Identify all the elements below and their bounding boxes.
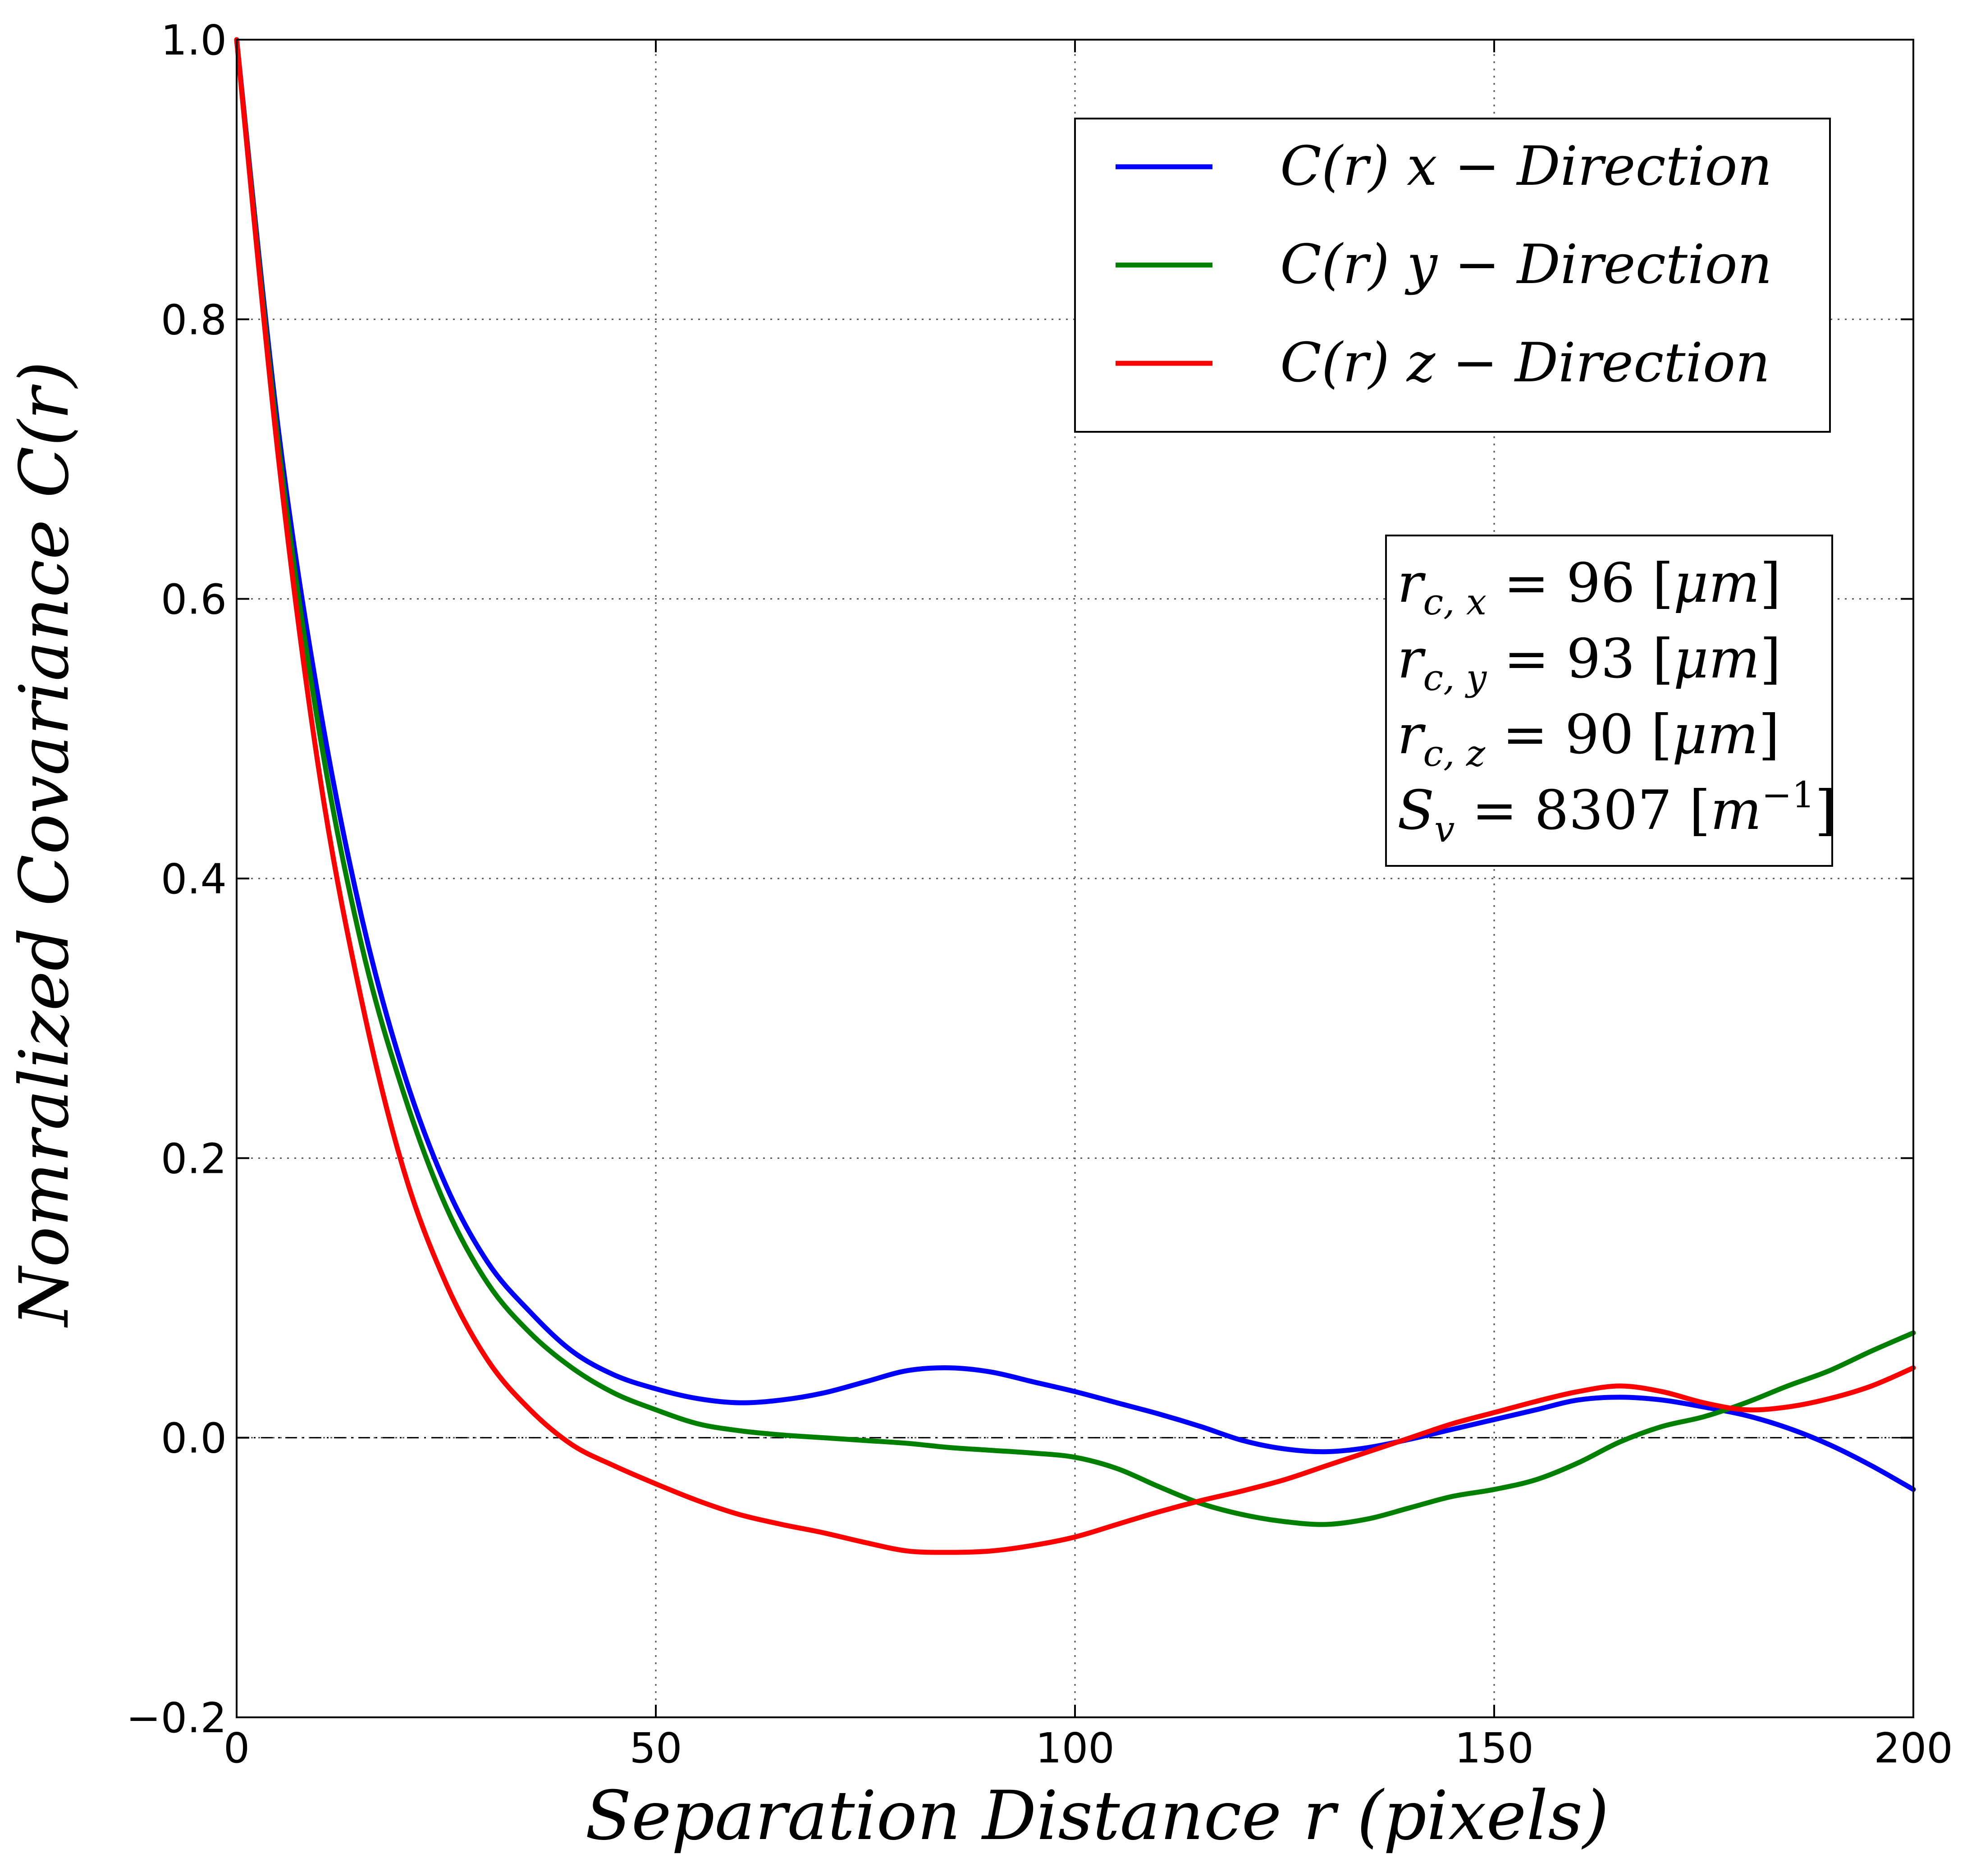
series-x-direction — [234, 37, 1916, 1492]
x-tick-label: 200 — [1874, 1724, 1953, 1772]
y-tick-label: 0.6 — [161, 576, 227, 624]
annotation-line: rc, y = 93 [μm] — [1397, 628, 1781, 699]
x-tick-label: 0 — [224, 1724, 250, 1772]
annotation-line: Sv = 8307 [m−1] — [1397, 774, 1836, 850]
y-tick-label: 0.8 — [161, 296, 227, 344]
x-tick-labels: 0 50 100 150 200 — [224, 1724, 1953, 1772]
x-tick-label: 100 — [1035, 1724, 1115, 1772]
legend-label: C(r) z − Direction — [1280, 332, 1770, 394]
y-tick-label: 0.4 — [161, 855, 227, 903]
annotation-box: rc, x = 96 [μm]rc, y = 93 [μm]rc, z = 90… — [1385, 535, 1836, 867]
tick-marks — [236, 39, 1914, 1718]
annotation-line: rc, x = 96 [μm] — [1397, 552, 1781, 623]
y-tick-label: −0.2 — [126, 1694, 227, 1742]
x-tick-label: 150 — [1455, 1724, 1534, 1772]
y-tick-labels: −0.2 0.0 0.2 0.4 0.6 0.8 1.0 — [126, 16, 227, 1742]
x-axis-label: Separation Distance r (pixels) — [585, 1777, 1609, 1855]
legend-box — [1074, 118, 1831, 433]
x-tick-label: 50 — [629, 1724, 682, 1772]
y-tick-label: 0.2 — [161, 1135, 227, 1183]
y-tick-label: 0.0 — [161, 1414, 227, 1463]
annotation-line: rc, z = 90 [μm] — [1397, 704, 1779, 774]
series-layer — [234, 37, 1916, 1555]
legend-entries: C(r) x − Direction C(r) y − Direction C(r)… — [1116, 135, 1772, 394]
legend: C(r) x − Direction C(r) y − Direction C(r)… — [1074, 118, 1831, 433]
y-axis-label: Nomralized Covariance C(r) — [5, 361, 84, 1327]
legend-label: C(r) y − Direction — [1280, 233, 1772, 296]
series-z-direction — [234, 37, 1916, 1555]
y-tick-label: 1.0 — [161, 16, 227, 64]
legend-label: C(r) x − Direction — [1280, 135, 1772, 198]
annotation-lines: rc, x = 96 [μm]rc, y = 93 [μm]rc, z = 90… — [1397, 552, 1836, 850]
series-y-direction — [234, 37, 1916, 1527]
annotation-frame — [1385, 535, 1833, 867]
